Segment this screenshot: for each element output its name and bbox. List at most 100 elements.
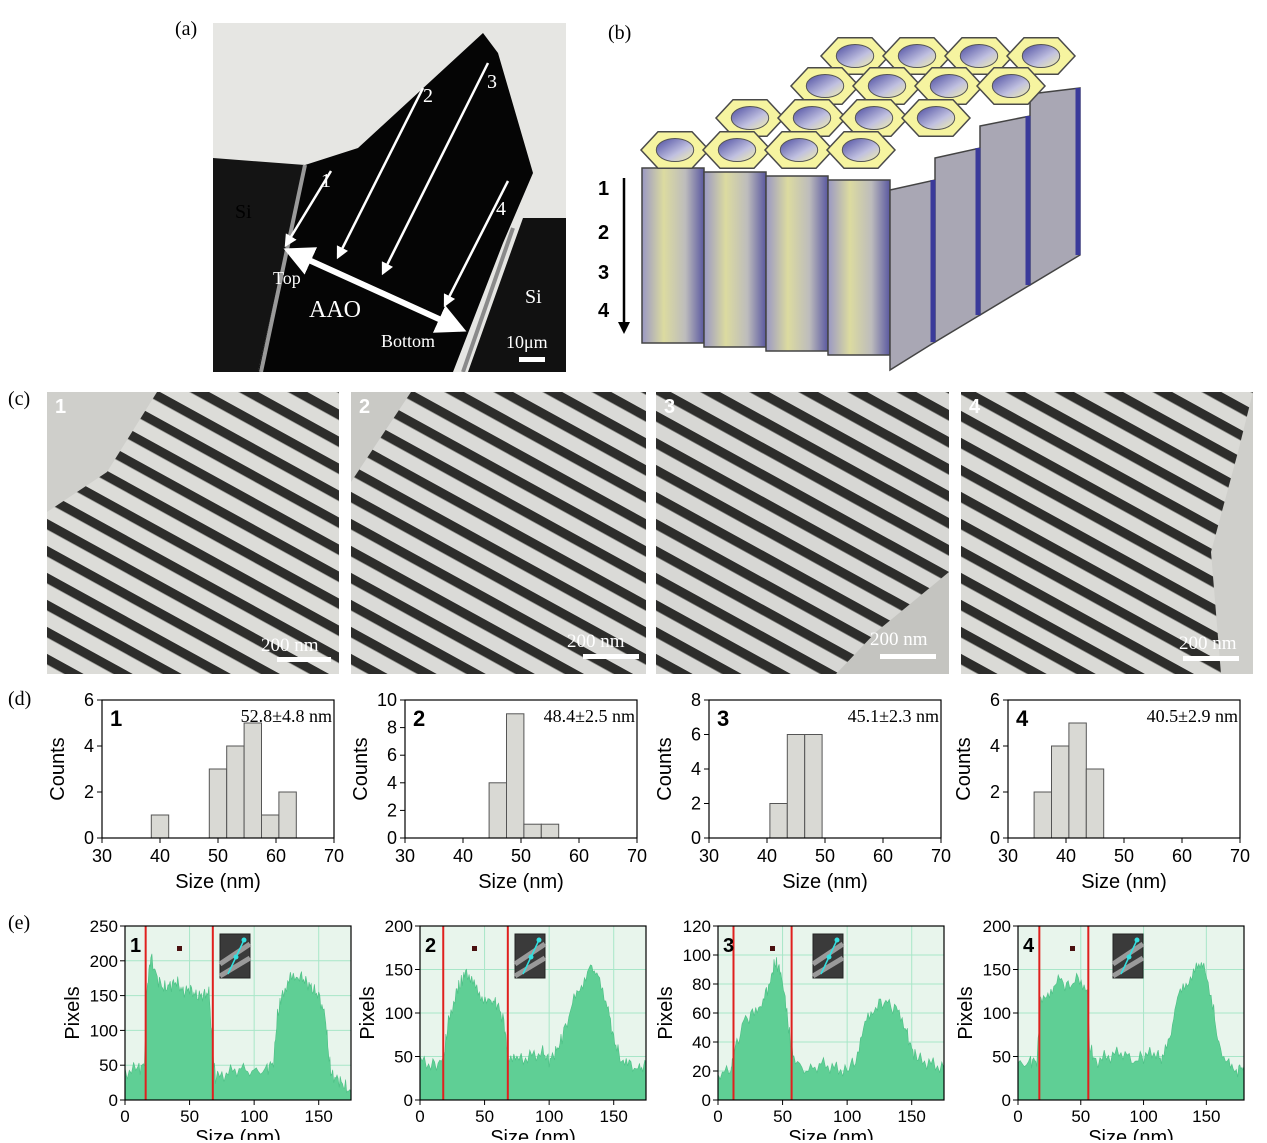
histogram-3: 30 40 50 60 70 0 2 4 6 8 Size (nm) Counts 3 45.1±2.3 … xyxy=(654,690,951,893)
tem-image-2-number: 2 xyxy=(359,396,371,418)
x-axis-label: Size (nm) xyxy=(1088,1127,1174,1140)
y-tick-label: 100 xyxy=(983,1004,1011,1023)
x-tick-label: 150 xyxy=(898,1107,926,1126)
histogram-bar xyxy=(243,722,263,839)
tem-image-1-scale-label: 200 nm xyxy=(261,635,319,656)
arrow-number-3: 3 xyxy=(487,71,497,93)
pore-channel-stripe xyxy=(848,392,949,448)
x-tick-label: 50 xyxy=(180,1107,199,1126)
pore-wall-stripe xyxy=(1171,392,1253,437)
inset-pore-wall xyxy=(513,941,547,967)
y-axis-label: Counts xyxy=(654,737,676,800)
y-tick-label: 4 xyxy=(84,736,94,756)
pore-wall-stripe xyxy=(351,476,646,655)
pore-wall-stripe xyxy=(656,449,949,627)
tem-image-1-number: 1 xyxy=(55,396,67,418)
pore-channel-stripe xyxy=(351,572,535,674)
pore-wall-stripe xyxy=(351,422,646,601)
y-tick-label: 2 xyxy=(691,794,701,814)
inset-scan-endpoint xyxy=(1134,937,1140,943)
fragment-edge xyxy=(1211,392,1253,674)
pore-channel-stripe xyxy=(47,464,339,636)
pore-channel-stripe xyxy=(656,392,949,556)
inset-pore-wall xyxy=(1111,955,1145,979)
pore-wall-stripe xyxy=(47,557,260,674)
histogram-panel-number: 3 xyxy=(717,706,729,731)
tem-image-1: 1 200 nm xyxy=(47,392,339,674)
inset-scan-endpoint xyxy=(241,937,247,943)
x-tick-label: 40 xyxy=(757,846,777,866)
panel-a-drawing xyxy=(213,33,566,372)
inset-scan-midpoint xyxy=(1126,954,1132,960)
pore-wall-stripe xyxy=(768,392,949,492)
profile-panel-number: 1 xyxy=(130,935,141,957)
inset-pore-wall xyxy=(218,941,252,967)
y-tick-label: 50 xyxy=(992,1048,1011,1067)
histogram-bar xyxy=(1068,722,1087,839)
pore-wall-stripe xyxy=(47,530,309,674)
y-tick-label: 250 xyxy=(90,917,118,936)
intensity-profile-area xyxy=(124,953,352,1101)
arrow-number-1: 1 xyxy=(321,170,331,192)
top-hexagon-grid xyxy=(639,36,1077,170)
histogram-bar xyxy=(488,782,508,839)
label-si-right: Si xyxy=(525,286,542,308)
pore-wall-stripe xyxy=(351,584,515,674)
x-tick-label: 50 xyxy=(773,1107,792,1126)
label-top: Top xyxy=(273,268,301,288)
pore-wall-stripe xyxy=(351,449,646,628)
x-tick-label: 0 xyxy=(1013,1107,1022,1126)
pore-channel-stripe xyxy=(47,572,231,674)
y-axis-label: Pixels xyxy=(655,986,677,1039)
y-tick-label: 8 xyxy=(691,690,701,710)
histogram-bar xyxy=(226,745,245,839)
pore-channel-stripe xyxy=(961,626,1047,674)
y-axis-label: Pixels xyxy=(357,986,379,1039)
y-tick-label: 6 xyxy=(691,725,701,745)
pore-channel-stripe xyxy=(494,392,646,476)
pore-opening xyxy=(1021,43,1061,69)
pore-wall-stripe xyxy=(561,392,646,439)
pore-channel-stripe xyxy=(961,572,1145,674)
tem-image-3-number: 3 xyxy=(664,396,676,418)
pore-wall-stripe xyxy=(1122,392,1253,464)
pore-channel-stripe xyxy=(351,491,646,665)
plot-frame xyxy=(124,925,352,1101)
y-tick-label: 50 xyxy=(394,1048,413,1067)
pore-channel-stripe xyxy=(656,599,791,674)
pore-wall-stripe xyxy=(961,557,1174,674)
y-tick-label: 2 xyxy=(387,800,397,820)
pore-opening xyxy=(867,73,907,99)
histogram-1: 30 40 50 60 70 0 2 4 6 Size (nm) Counts 1 52.8±4.8 n… xyxy=(47,690,344,893)
pore-wall-stripe xyxy=(961,584,1125,674)
pore-channel-stripe xyxy=(351,410,646,584)
pore-wall-stripe xyxy=(1073,392,1253,491)
pore-channel-stripe xyxy=(351,599,486,674)
x-axis-label: Size (nm) xyxy=(490,1127,576,1140)
fragment-edge xyxy=(47,392,157,512)
scan-arrow-2 xyxy=(336,87,425,260)
arrow-number-2: 2 xyxy=(423,85,433,107)
x-tick-label: 50 xyxy=(511,846,531,866)
mean-size-annotation: 48.4±2.5 nm xyxy=(544,706,635,726)
si-left-region xyxy=(213,158,305,372)
pore-wall-stripe xyxy=(208,392,339,464)
pore-wall-stripe xyxy=(351,503,646,674)
tem-image-3: 3 200 nm xyxy=(656,392,949,674)
pore-channel-stripe xyxy=(351,437,646,611)
pore-opening xyxy=(916,105,956,131)
y-tick-label: 80 xyxy=(692,975,711,994)
pore-wall-stripe xyxy=(47,611,162,674)
panel-label-b: (b) xyxy=(608,22,632,44)
pore-wall-stripe xyxy=(656,530,918,674)
pore-wall-stripe xyxy=(159,392,339,491)
x-tick-label: 30 xyxy=(699,846,719,866)
y-tick-label: 150 xyxy=(983,961,1011,980)
pore-opening xyxy=(730,105,770,131)
x-tick-label: 50 xyxy=(475,1107,494,1126)
pore-wall-stripe xyxy=(975,392,1253,545)
pore-channel-stripe xyxy=(656,545,889,674)
profile-panel-number: 2 xyxy=(425,935,436,957)
inset-scan-midpoint xyxy=(528,954,534,960)
tem-image-3-scale-label: 200 nm xyxy=(870,629,928,650)
